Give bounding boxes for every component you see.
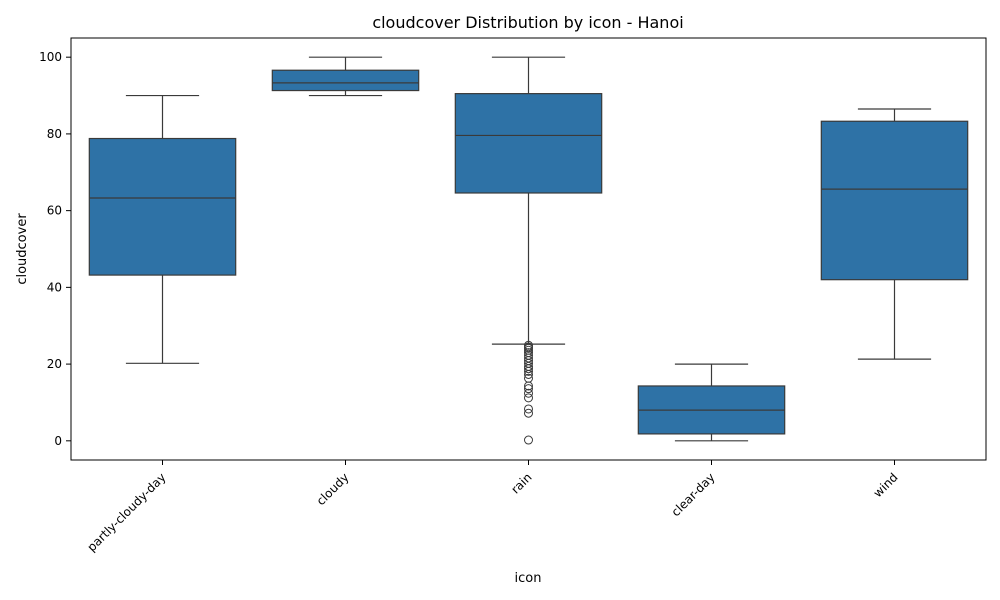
outlier-point (524, 369, 533, 379)
outlier-point (524, 408, 533, 418)
outlier-point (524, 381, 533, 391)
x-axis-label: icon (515, 571, 542, 586)
box-wind (820, 108, 969, 360)
iqr-box (454, 93, 603, 194)
outlier-point (524, 393, 533, 403)
y-tick-label: 60 (47, 204, 62, 218)
box-partly-cloudy-day (88, 94, 237, 364)
y-tick-label: 40 (47, 280, 62, 294)
x-tick-label: wind (871, 470, 901, 500)
outlier-point (524, 388, 533, 398)
y-axis-label: cloudcover (15, 213, 30, 285)
y-axis: 0 20 40 60 80 100 (39, 50, 71, 448)
box-rain (454, 56, 603, 445)
boxes-layer (88, 56, 969, 445)
y-tick-label: 0 (54, 434, 62, 448)
box-clear-day (637, 363, 786, 442)
outlier-point (524, 435, 533, 445)
box-cloudy (271, 56, 420, 97)
y-tick-label: 80 (47, 127, 62, 141)
outlier-point (524, 384, 533, 394)
iqr-box (271, 69, 420, 92)
iqr-box (88, 137, 237, 276)
outlier-point (524, 364, 533, 374)
x-axis: partly-cloudy-day cloudy rain clear-day wind (85, 460, 901, 554)
outlier-point (524, 366, 533, 376)
x-tick-label: cloudy (314, 470, 352, 508)
outlier-point (524, 404, 533, 414)
x-tick-label: clear-day (669, 470, 718, 519)
y-tick-label: 20 (47, 357, 62, 371)
x-tick-label: partly-cloudy-day (85, 470, 169, 554)
x-tick-label: rain (508, 470, 534, 496)
y-tick-label: 100 (39, 50, 62, 64)
iqr-box (820, 120, 969, 281)
chart-title: cloudcover Distribution by icon - Hanoi (372, 13, 683, 32)
